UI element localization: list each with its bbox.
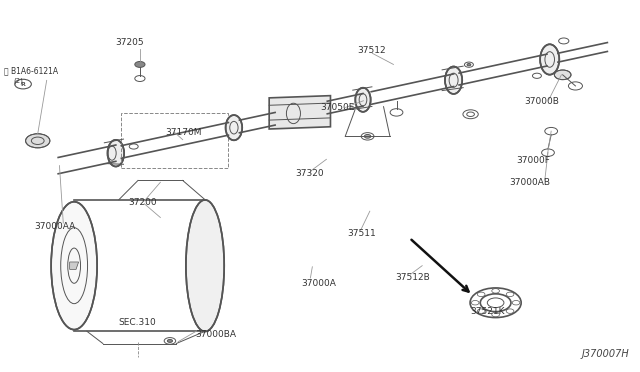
Text: 37512B: 37512B bbox=[396, 273, 430, 282]
Text: 37205: 37205 bbox=[116, 38, 144, 47]
Ellipse shape bbox=[226, 115, 242, 140]
Ellipse shape bbox=[445, 67, 462, 94]
Text: (2): (2) bbox=[13, 77, 23, 84]
Text: 37511: 37511 bbox=[347, 229, 376, 238]
Ellipse shape bbox=[51, 202, 97, 330]
Text: 37000BA: 37000BA bbox=[195, 330, 236, 340]
Polygon shape bbox=[70, 262, 79, 269]
Text: 37170M: 37170M bbox=[166, 128, 202, 137]
Text: 37512: 37512 bbox=[357, 46, 386, 55]
Text: 37521K: 37521K bbox=[470, 307, 504, 316]
Text: SEC.310: SEC.310 bbox=[119, 318, 157, 327]
Ellipse shape bbox=[540, 44, 559, 75]
Text: 37000AB: 37000AB bbox=[509, 178, 550, 187]
Text: Ⓡ B1A6-6121A: Ⓡ B1A6-6121A bbox=[4, 66, 58, 75]
Text: 37000B: 37000B bbox=[524, 97, 559, 106]
Circle shape bbox=[135, 61, 145, 67]
Polygon shape bbox=[269, 96, 330, 129]
Text: 37050E: 37050E bbox=[320, 103, 355, 112]
Circle shape bbox=[26, 134, 50, 148]
Text: J370007H: J370007H bbox=[582, 349, 630, 359]
Text: 37000AA: 37000AA bbox=[34, 222, 75, 231]
Circle shape bbox=[554, 70, 571, 80]
Ellipse shape bbox=[186, 200, 224, 331]
Circle shape bbox=[467, 64, 471, 66]
Text: 37320: 37320 bbox=[296, 169, 324, 177]
Ellipse shape bbox=[108, 140, 124, 167]
Text: 37000F: 37000F bbox=[516, 156, 550, 165]
Circle shape bbox=[364, 135, 371, 138]
Text: 37200: 37200 bbox=[129, 198, 157, 207]
Text: R: R bbox=[20, 81, 26, 87]
Bar bbox=[122, 113, 228, 167]
Text: 37000A: 37000A bbox=[301, 279, 336, 288]
Circle shape bbox=[168, 339, 173, 342]
Ellipse shape bbox=[355, 88, 371, 112]
